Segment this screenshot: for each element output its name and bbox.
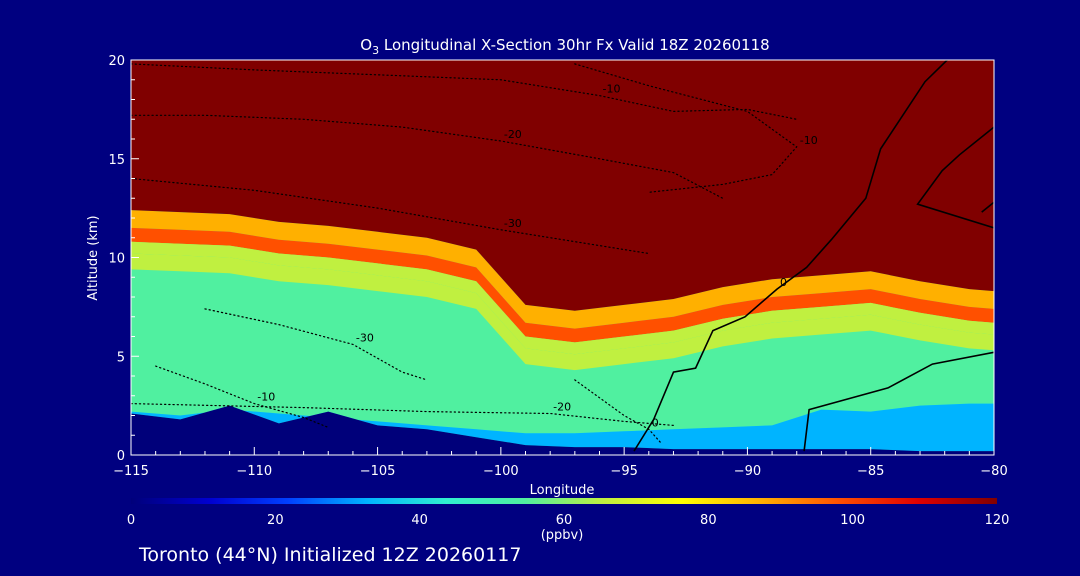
x-tick-label: −110 (236, 464, 272, 479)
x-axis: −115 −110 −105 −100 −95 −90 −85 −80 (113, 447, 1008, 479)
colorbar-tick-label: 0 (127, 513, 135, 528)
contour-label: -20 (504, 128, 522, 141)
tropopause-gradient-band (131, 241, 994, 355)
y-tick-label: 15 (108, 153, 125, 168)
contour-line (131, 177, 650, 255)
y-tick-label: 5 (117, 350, 125, 365)
colorbar-tick-label: 80 (700, 513, 717, 528)
contour-line (574, 63, 798, 193)
colorbar-tick-label: 100 (840, 513, 865, 528)
contour-label: -20 (553, 401, 571, 414)
x-tick-label: −100 (483, 464, 519, 479)
contour-line (981, 201, 994, 213)
contour-label: -10 (257, 391, 275, 404)
contour-line (803, 351, 994, 452)
contour-line (131, 63, 798, 120)
x-tick-label: −115 (113, 464, 149, 479)
contour-line (131, 403, 675, 426)
x-tick-label: −95 (610, 464, 637, 479)
tropopause-gradient-band (131, 253, 994, 371)
y-axis: 0 5 10 15 20 (108, 54, 139, 464)
y-tick-label: 0 (117, 449, 125, 464)
colorbar-tick-label: 40 (411, 513, 428, 528)
x-tick-label: −105 (360, 464, 396, 479)
tropopause-gradient-band (131, 227, 994, 343)
y-tick-label: 10 (108, 252, 125, 267)
y-tick-label: 20 (108, 54, 125, 69)
contour-line (916, 126, 994, 229)
chart-title: O3 Longitudinal X-Section 30hr Fx Valid … (360, 36, 769, 57)
terrain-mask (131, 405, 994, 455)
contour-line (155, 365, 329, 428)
plot-area: -10 -20 -10 -30 -10 -30 -20 0 0 0 (131, 60, 1004, 455)
tropopause-gradient-band (131, 210, 994, 329)
contour-line (633, 60, 948, 452)
contour-label: 0 (780, 276, 787, 289)
footer-location: Toronto (44°N) Initialized 12Z 20260117 (138, 544, 522, 566)
x-tick-label: −80 (980, 464, 1007, 479)
colorbar-tick-label: 60 (556, 513, 573, 528)
contour-label: 0 (997, 189, 1004, 202)
contour-label: -10 (602, 83, 620, 96)
contour-line (574, 379, 662, 444)
contour-label: 0 (652, 416, 659, 429)
contour-label: -10 (800, 134, 818, 147)
contour-label: -30 (504, 217, 522, 230)
contour-line (204, 308, 428, 381)
boundary-layer-band (131, 403, 994, 452)
colorbar-gradient (131, 498, 997, 504)
colorbar-units: (ppbv) (541, 528, 584, 543)
colorbar: 0 20 40 60 80 100 120 (127, 498, 1010, 528)
x-tick-label: −85 (857, 464, 884, 479)
contour-line (131, 114, 724, 199)
contour-lines: -10 -20 -10 -30 -10 -30 -20 0 0 0 (131, 60, 1004, 452)
x-axis-label: Longitude (530, 483, 595, 498)
colorbar-tick-label: 120 (985, 513, 1010, 528)
x-tick-label: −90 (734, 464, 761, 479)
colorbar-tick-label: 20 (267, 513, 284, 528)
contour-label: -30 (356, 331, 374, 344)
y-axis-label: Altitude (km) (86, 215, 101, 300)
